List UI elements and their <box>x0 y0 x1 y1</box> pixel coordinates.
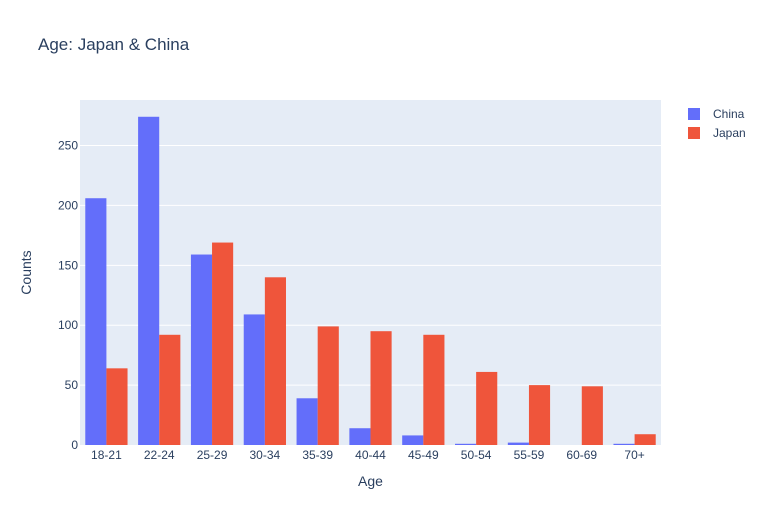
y-tick-label: 50 <box>65 378 79 392</box>
chart-title: Age: Japan & China <box>38 35 190 54</box>
y-tick-label: 200 <box>58 198 78 212</box>
x-tick-label: 55-59 <box>514 448 545 462</box>
bar-china-22-24[interactable] <box>138 116 160 445</box>
x-axis-title: Age <box>358 473 383 489</box>
y-tick-label: 0 <box>71 438 78 452</box>
bars <box>85 116 656 445</box>
bar-china-45-49[interactable] <box>402 435 424 445</box>
bar-china-18-21[interactable] <box>85 198 107 445</box>
bar-china-55-59[interactable] <box>507 442 529 445</box>
legend-item-japan[interactable]: Japan <box>688 126 746 140</box>
legend-label: China <box>713 107 745 121</box>
bar-japan-70+[interactable] <box>634 434 656 445</box>
x-axis-ticks: 18-21 22-24 25-29 30-34 35-39 40-44 45-49 50-54… <box>91 448 645 462</box>
y-axis-ticks: 0 50 100 150 200 250 <box>58 139 78 452</box>
legend[interactable]: China Japan <box>688 107 746 140</box>
x-tick-label: 22-24 <box>144 448 175 462</box>
x-tick-label: 35-39 <box>302 448 333 462</box>
bar-japan-22-24[interactable] <box>159 334 181 445</box>
legend-swatch <box>688 108 700 120</box>
y-tick-label: 100 <box>58 318 78 332</box>
bar-japan-45-49[interactable] <box>423 334 445 445</box>
legend-label: Japan <box>713 126 746 140</box>
bar-japan-35-39[interactable] <box>317 326 339 445</box>
bar-china-25-29[interactable] <box>190 254 213 445</box>
y-tick-label: 250 <box>58 139 78 153</box>
bar-china-35-39[interactable] <box>296 398 318 445</box>
bar-china-50-54[interactable] <box>455 443 477 445</box>
bar-china-40-44[interactable] <box>349 428 371 445</box>
y-tick-label: 150 <box>58 258 78 272</box>
legend-item-china[interactable]: China <box>688 107 745 121</box>
bar-japan-40-44[interactable] <box>370 331 392 445</box>
bar-japan-60-69[interactable] <box>581 386 603 445</box>
bar-japan-30-34[interactable] <box>264 277 286 445</box>
bar-japan-55-59[interactable] <box>528 385 551 445</box>
x-tick-label: 18-21 <box>91 448 122 462</box>
x-tick-label: 25-29 <box>197 448 228 462</box>
x-tick-label: 45-49 <box>408 448 439 462</box>
x-tick-label: 40-44 <box>355 448 386 462</box>
bar-japan-50-54[interactable] <box>476 371 498 445</box>
x-tick-label: 50-54 <box>461 448 492 462</box>
bar-china-30-34[interactable] <box>243 314 265 445</box>
x-tick-label: 30-34 <box>250 448 281 462</box>
x-tick-label: 70+ <box>624 448 644 462</box>
y-axis-title: Counts <box>18 250 34 294</box>
bar-japan-18-21[interactable] <box>106 368 128 445</box>
bar-china-70+[interactable] <box>613 443 635 445</box>
bar-japan-25-29[interactable] <box>212 242 234 445</box>
legend-swatch <box>688 127 700 139</box>
x-tick-label: 60-69 <box>566 448 597 462</box>
